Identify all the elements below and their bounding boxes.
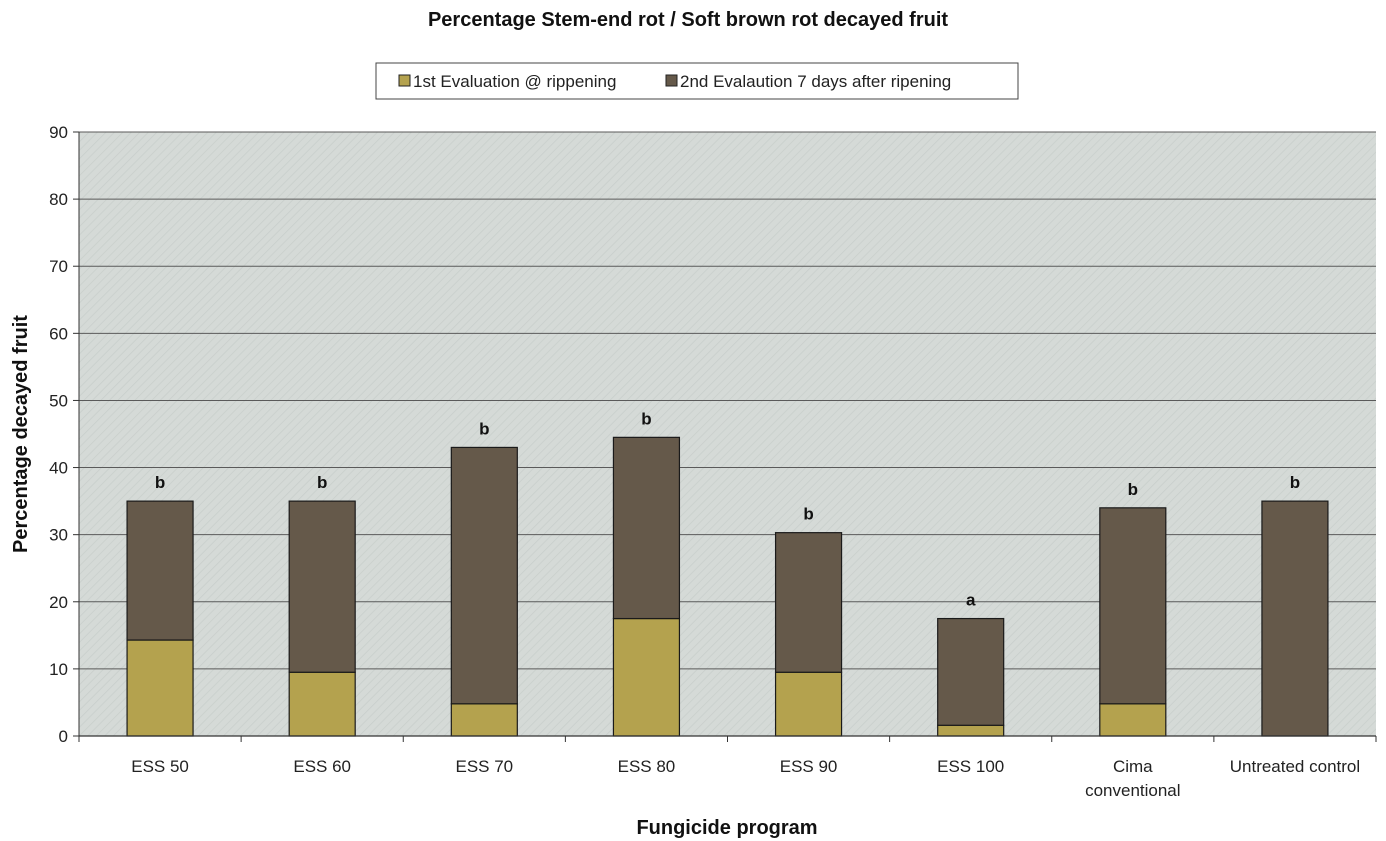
significance-label: b (1128, 480, 1138, 499)
x-tick-label: Untreated control (1230, 757, 1360, 776)
significance-label: a (966, 591, 976, 610)
y-tick-label: 20 (49, 593, 68, 612)
legend-label-2nd-evaluation: 2nd Evalaution 7 days after ripening (680, 72, 951, 91)
legend-label-1st-evaluation: 1st Evaluation @ rippening (413, 72, 616, 91)
x-tick-label: ESS 50 (131, 757, 189, 776)
y-tick-label: 70 (49, 257, 68, 276)
plot-area (79, 132, 1376, 736)
bar-1st-evaluation (1099, 703, 1167, 737)
legend-swatch-2nd-evaluation (665, 74, 678, 87)
bar-1st-evaluation (774, 671, 843, 737)
y-tick-label: 90 (49, 123, 68, 142)
significance-label: b (317, 473, 327, 492)
bar-2nd-evaluation (450, 446, 518, 705)
legend-box (375, 62, 1019, 100)
bar-1st-evaluation (937, 724, 1005, 737)
bar-1st-evaluation (612, 617, 681, 737)
y-tick-label: 60 (49, 324, 68, 343)
y-tick-label: 30 (49, 526, 68, 545)
bar-1st-evaluation (450, 703, 518, 737)
x-tick-label: ESS 90 (780, 757, 838, 776)
significance-label: b (155, 473, 165, 492)
bar-2nd-evaluation (126, 500, 194, 641)
chart-title: Percentage Stem-end rot / Soft brown rot… (428, 9, 948, 31)
significance-label: b (1290, 473, 1300, 492)
x-axis-title: Fungicide program (636, 817, 817, 839)
x-tick-label: Cima (1113, 757, 1153, 776)
bar-2nd-evaluation (937, 617, 1005, 726)
bar-2nd-evaluation (288, 500, 356, 673)
bar-1st-evaluation (288, 671, 356, 737)
bar-2nd-evaluation (612, 436, 681, 620)
y-tick-label: 80 (49, 190, 68, 209)
x-tick-label: ESS 100 (937, 757, 1004, 776)
significance-labels: b b b b b a b b (155, 409, 1300, 609)
significance-label: b (479, 419, 489, 438)
bar-1st-evaluation (126, 639, 194, 737)
y-tick-label: 0 (59, 727, 68, 746)
bar-2nd-evaluation (1099, 507, 1167, 705)
x-tick-label: conventional (1085, 781, 1180, 800)
y-tick-label: 10 (49, 660, 68, 679)
y-tick-label: 50 (49, 391, 68, 410)
significance-label: b (803, 505, 813, 524)
y-axis-title: Percentage decayed fruit (10, 315, 32, 553)
significance-label: b (641, 409, 651, 428)
x-tick-label: ESS 80 (618, 757, 676, 776)
bars (126, 436, 1329, 737)
x-tick-label: ESS 70 (455, 757, 513, 776)
x-axis: ESS 50 ESS 60 ESS 70 ESS 80 ESS 90 ESS 100 Cim… (78, 735, 1377, 800)
bar-2nd-evaluation (774, 532, 843, 673)
legend-swatch-1st-evaluation (398, 74, 411, 87)
y-axis: 0 10 20 30 40 50 60 70 80 90 (49, 123, 80, 746)
bar-2nd-evaluation (1261, 500, 1329, 737)
y-tick-label: 40 (49, 459, 68, 478)
x-tick-label: ESS 60 (293, 757, 351, 776)
legend: 1st Evaluation @ rippening 2nd Evalautio… (375, 62, 1019, 100)
